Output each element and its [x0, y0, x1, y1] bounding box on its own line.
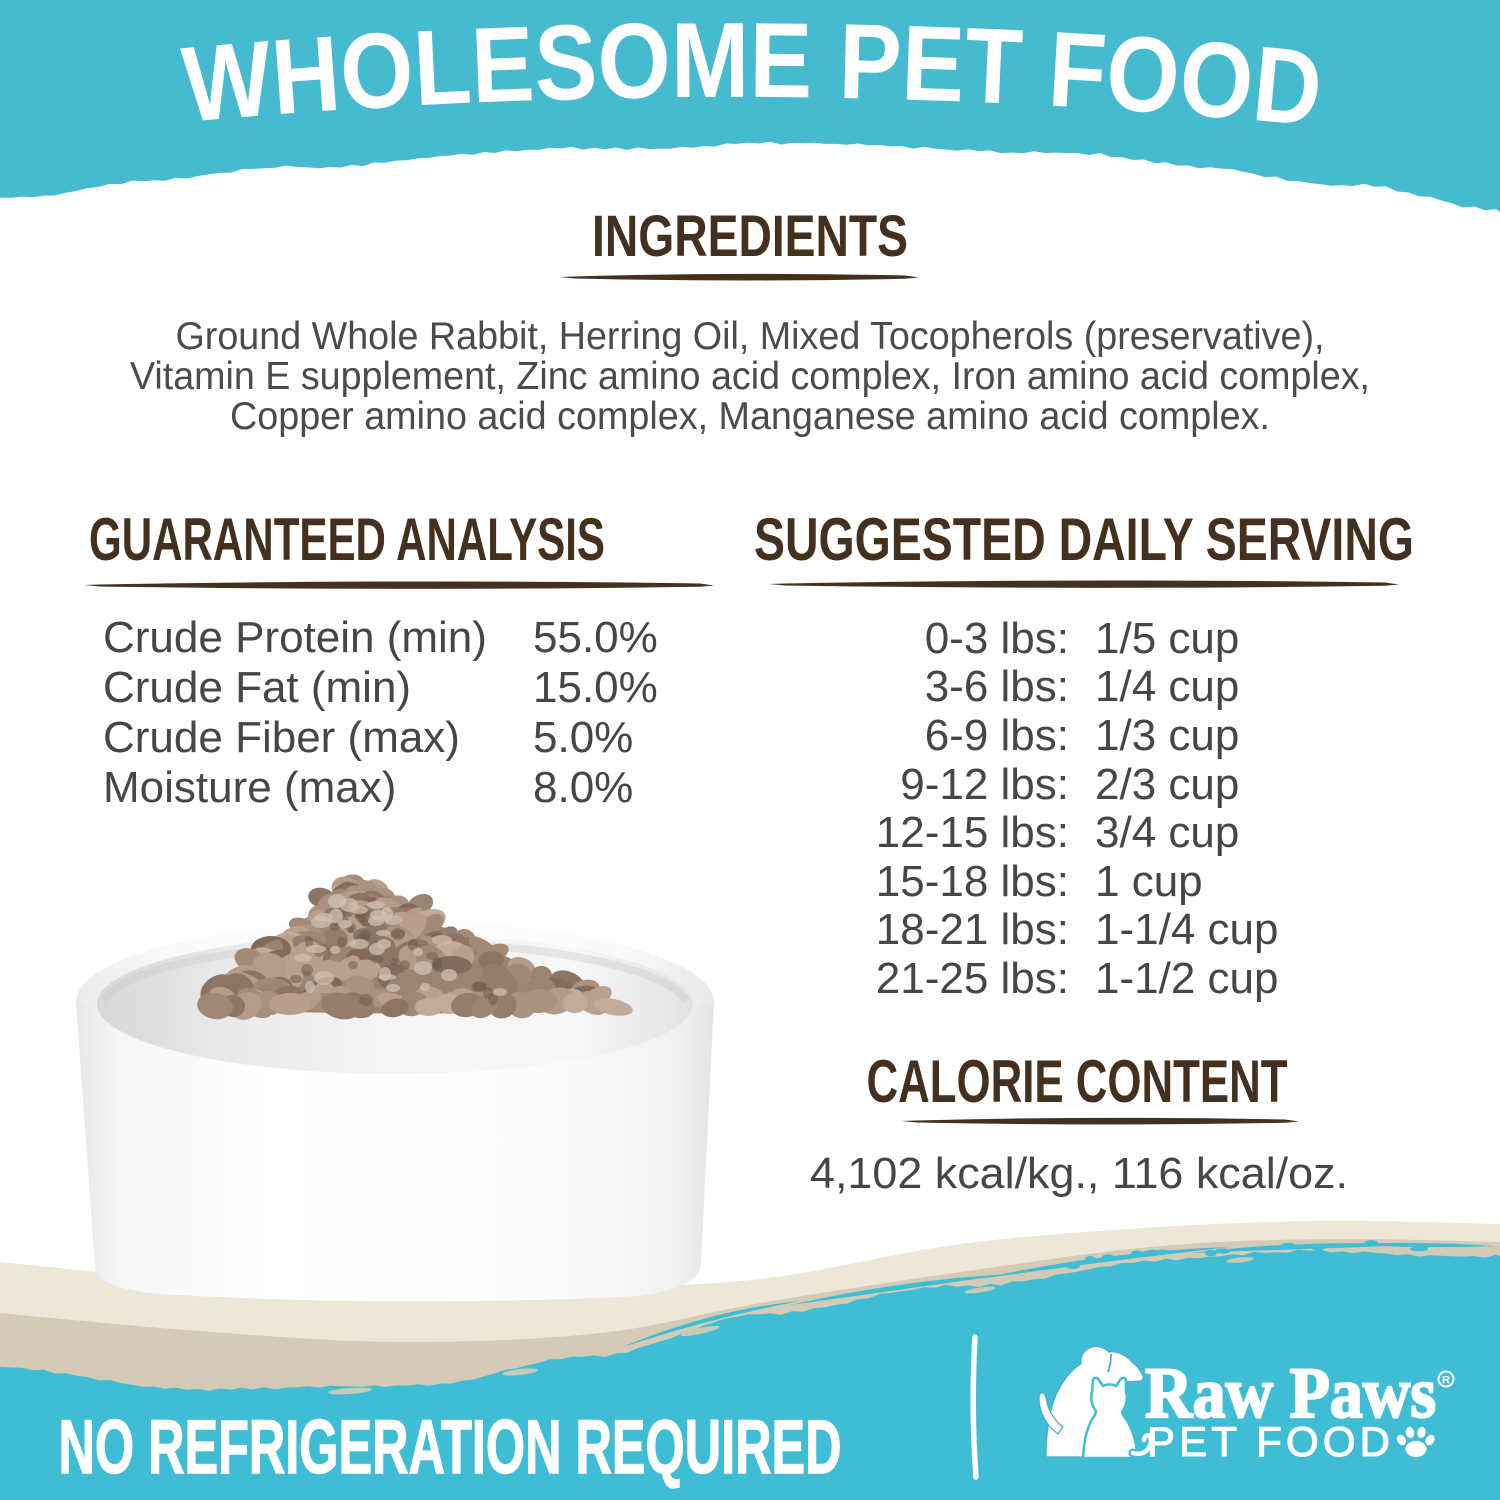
svg-text:O: O [1175, 18, 1258, 143]
svg-text:P: P [838, 2, 903, 122]
svg-text:Copper amino acid complex, Man: Copper amino acid complex, Manganese ami… [230, 395, 1270, 438]
svg-text:Raw Paws: Raw Paws [1145, 1353, 1436, 1433]
svg-text:L: L [411, 7, 474, 129]
svg-text:D: D [1248, 24, 1327, 149]
svg-text:M: M [671, 1, 750, 120]
svg-text:SUGGESTED DAILY SERVING: SUGGESTED DAILY SERVING [754, 506, 1414, 573]
svg-text:55.0%: 55.0% [533, 613, 658, 662]
svg-text:W: W [178, 19, 276, 145]
svg-text:S: S [533, 3, 599, 124]
svg-text:PET FOOD: PET FOOD [1147, 1418, 1390, 1465]
svg-text:Crude Protein (min): Crude Protein (min) [103, 613, 487, 662]
svg-text:15-18 lbs:: 15-18 lbs: [876, 857, 1069, 906]
svg-text:21-25 lbs:: 21-25 lbs: [876, 954, 1069, 1003]
svg-text:O: O [337, 10, 417, 133]
svg-text:E: E [469, 5, 536, 126]
svg-text:12-15 lbs:: 12-15 lbs: [876, 808, 1069, 857]
svg-text:5.0%: 5.0% [533, 713, 633, 762]
svg-text:Crude Fat (min): Crude Fat (min) [103, 663, 411, 712]
svg-text:E: E [900, 4, 967, 125]
svg-text:0-3 lbs:: 0-3 lbs: [925, 614, 1069, 663]
svg-text:18-21 lbs:: 18-21 lbs: [876, 905, 1069, 954]
svg-text:Vitamin E supplement, Zinc ami: Vitamin E supplement, Zinc amino acid co… [130, 355, 1370, 398]
svg-text:GUARANTEED ANALYSIS: GUARANTEED ANALYSIS [89, 506, 605, 573]
svg-text:1-1/4 cup: 1-1/4 cup [1095, 905, 1278, 954]
svg-text:1/4 cup: 1/4 cup [1095, 662, 1239, 711]
svg-text:O: O [597, 1, 672, 121]
svg-text:E: E [749, 1, 813, 121]
svg-text:Moisture (max): Moisture (max) [103, 763, 396, 812]
svg-text:9-12 lbs:: 9-12 lbs: [900, 760, 1069, 809]
svg-text:15.0%: 15.0% [533, 663, 658, 712]
svg-text:8.0%: 8.0% [533, 763, 633, 812]
svg-text:T: T [962, 6, 1025, 127]
svg-text:O: O [1103, 13, 1184, 137]
svg-text:CALORIE CONTENT: CALORIE CONTENT [867, 1048, 1288, 1115]
svg-text:1/3 cup: 1/3 cup [1095, 711, 1239, 760]
svg-text:1 cup: 1 cup [1095, 857, 1203, 906]
svg-text:INGREDIENTS: INGREDIENTS [592, 204, 908, 269]
svg-text:1/5 cup: 1/5 cup [1095, 614, 1239, 663]
svg-text:NO REFRIGERATION REQUIRED: NO REFRIGERATION REQUIRED [59, 1405, 842, 1490]
svg-text:4,102 kcal/kg., 116 kcal/oz.: 4,102 kcal/kg., 116 kcal/oz. [810, 1149, 1348, 1198]
svg-text:6-9 lbs:: 6-9 lbs: [925, 711, 1069, 760]
svg-text:Crude Fiber (max): Crude Fiber (max) [103, 713, 460, 762]
svg-text:F: F [1045, 10, 1109, 132]
svg-text:H: H [268, 14, 344, 138]
svg-text:2/3 cup: 2/3 cup [1095, 760, 1239, 809]
svg-text:1-1/2 cup: 1-1/2 cup [1095, 954, 1278, 1003]
svg-text:Ground Whole Rabbit, Herring O: Ground Whole Rabbit, Herring Oil, Mixed … [176, 315, 1325, 358]
svg-text:3-6 lbs:: 3-6 lbs: [925, 662, 1069, 711]
svg-text:R: R [1442, 1375, 1450, 1387]
svg-text:3/4 cup: 3/4 cup [1095, 808, 1239, 857]
